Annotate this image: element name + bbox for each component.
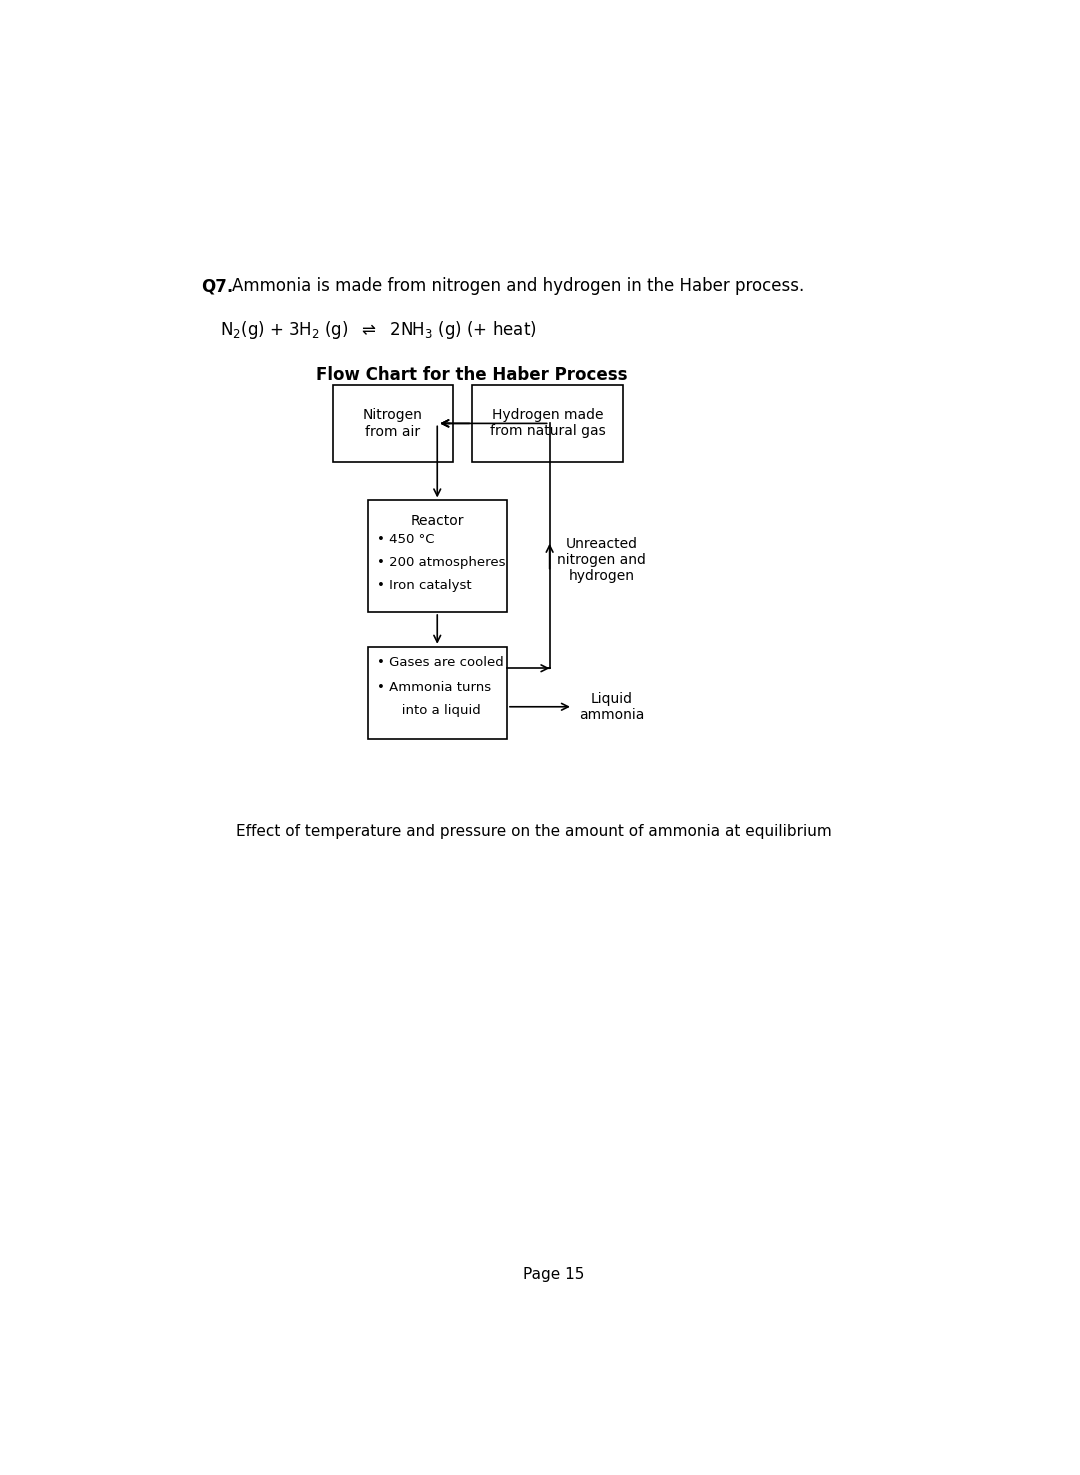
Text: Hydrogen made
from natural gas: Hydrogen made from natural gas	[490, 409, 606, 438]
Text: into a liquid: into a liquid	[389, 705, 481, 717]
Text: Effect of temperature and pressure on the amount of ammonia at equilibrium: Effect of temperature and pressure on th…	[235, 825, 832, 839]
Text: • Gases are cooled: • Gases are cooled	[377, 656, 503, 670]
Text: Page 15: Page 15	[523, 1267, 584, 1282]
Text: Nitrogen
from air: Nitrogen from air	[363, 409, 422, 438]
Text: Q7.: Q7.	[201, 277, 233, 295]
Bar	[367, 646, 507, 739]
Text: Flow Chart for the Haber Process: Flow Chart for the Haber Process	[316, 366, 627, 384]
Text: • 450 °C: • 450 °C	[377, 532, 434, 546]
Text: • Ammonia turns: • Ammonia turns	[377, 681, 491, 695]
Text: Ammonia is made from nitrogen and hydrogen in the Haber process.: Ammonia is made from nitrogen and hydrog…	[232, 277, 805, 295]
Bar	[367, 500, 507, 612]
Bar	[472, 385, 623, 462]
Text: N$_2$(g) + 3H$_2$ (g)  $\rightleftharpoons$  2NH$_3$ (g) (+ heat): N$_2$(g) + 3H$_2$ (g) $\rightleftharpoon…	[220, 320, 537, 341]
Bar	[333, 385, 453, 462]
Text: • Iron catalyst: • Iron catalyst	[377, 580, 472, 591]
Text: Liquid
ammonia: Liquid ammonia	[579, 692, 645, 721]
Text: • 200 atmospheres: • 200 atmospheres	[377, 556, 505, 569]
Text: Reactor: Reactor	[410, 515, 464, 528]
Text: Unreacted
nitrogen and
hydrogen: Unreacted nitrogen and hydrogen	[557, 537, 646, 584]
